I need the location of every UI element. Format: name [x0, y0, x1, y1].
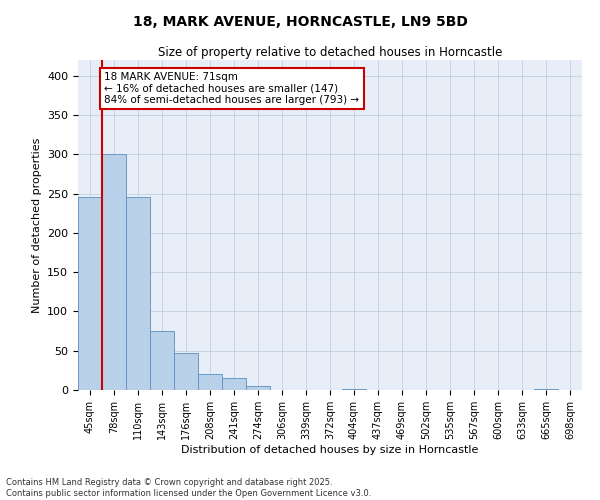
Bar	[174, 353, 198, 390]
Bar	[126, 198, 150, 390]
Bar	[78, 198, 102, 390]
Bar	[534, 389, 558, 390]
Text: 18 MARK AVENUE: 71sqm
← 16% of detached houses are smaller (147)
84% of semi-det: 18 MARK AVENUE: 71sqm ← 16% of detached …	[104, 72, 359, 105]
Bar	[102, 154, 126, 390]
Text: 18, MARK AVENUE, HORNCASTLE, LN9 5BD: 18, MARK AVENUE, HORNCASTLE, LN9 5BD	[133, 15, 467, 29]
Bar	[222, 378, 246, 390]
Bar	[246, 386, 270, 390]
Bar	[342, 389, 366, 390]
Text: Contains HM Land Registry data © Crown copyright and database right 2025.
Contai: Contains HM Land Registry data © Crown c…	[6, 478, 371, 498]
Y-axis label: Number of detached properties: Number of detached properties	[32, 138, 41, 312]
X-axis label: Distribution of detached houses by size in Horncastle: Distribution of detached houses by size …	[181, 444, 479, 454]
Bar	[150, 331, 174, 390]
Title: Size of property relative to detached houses in Horncastle: Size of property relative to detached ho…	[158, 46, 502, 59]
Bar	[198, 374, 222, 390]
